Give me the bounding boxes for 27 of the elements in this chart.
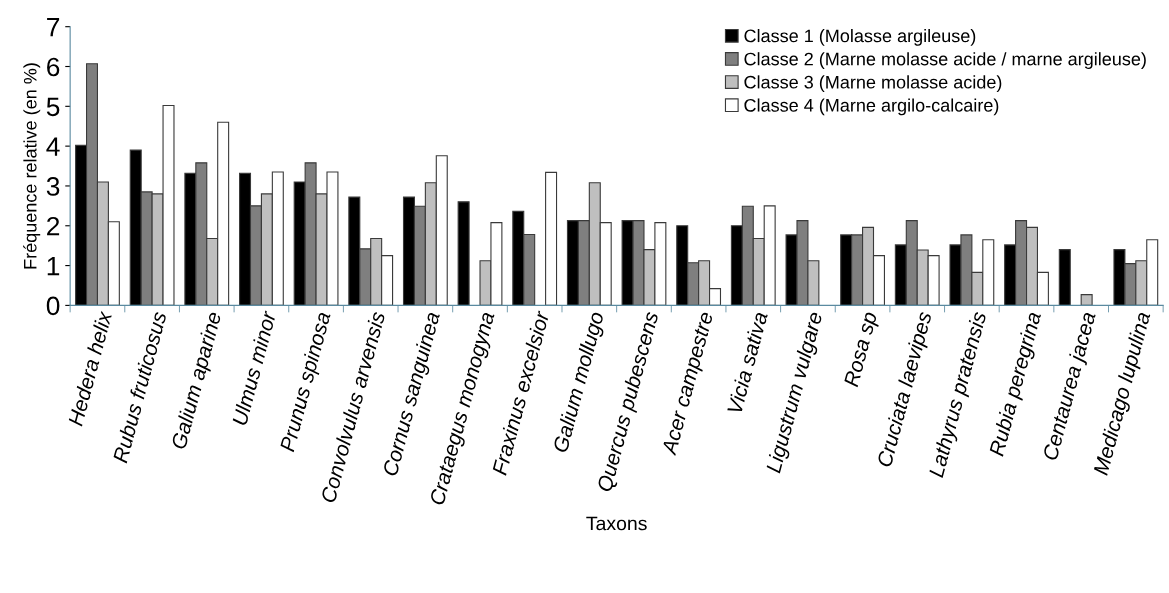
y-tick-label: 0 <box>46 296 60 316</box>
y-axis-title: Fréquence relative (en %) <box>23 63 41 269</box>
legend-label: Classe 2 (Marne molasse acide / marne argileuse) <box>744 52 1146 69</box>
y-tick-label: 7 <box>47 18 60 37</box>
x-tick-label: Galium aparine <box>170 310 226 451</box>
x-tick-label: Hedera helix <box>67 309 113 427</box>
y-tick-label: 4 <box>46 137 60 156</box>
x-tick-label: Galium mollugo <box>552 310 608 455</box>
bar <box>1080 294 1093 306</box>
y-tick-label: 1 <box>47 256 60 276</box>
y-tick-label: 2 <box>47 216 60 236</box>
y-tick-label: 6 <box>47 57 60 77</box>
bar <box>545 171 558 306</box>
legend-label: Classe 1 (Molasse argileuse) <box>744 29 976 46</box>
x-tick-label: Rubia peregrina <box>989 311 1042 457</box>
x-tick-label: Vicia sativa <box>726 310 768 414</box>
x-tick-label: Ulmus minor <box>231 309 277 426</box>
legend-label: Classe 4 (Marne argilo-calcaire) <box>744 98 999 116</box>
x-tick-label: Rosa sp <box>843 311 882 389</box>
y-tick-label: 5 <box>46 97 60 117</box>
bar <box>1058 249 1071 306</box>
bar <box>457 201 470 306</box>
x-axis-title: Taxons <box>586 516 647 531</box>
y-tick-label: 3 <box>46 177 60 196</box>
x-tick-label: Acer campestre <box>661 311 718 458</box>
legend-label: Classe 3 (Marne molasse acide) <box>744 75 1002 93</box>
x-tick-label: Prunus spinosa <box>279 310 335 454</box>
